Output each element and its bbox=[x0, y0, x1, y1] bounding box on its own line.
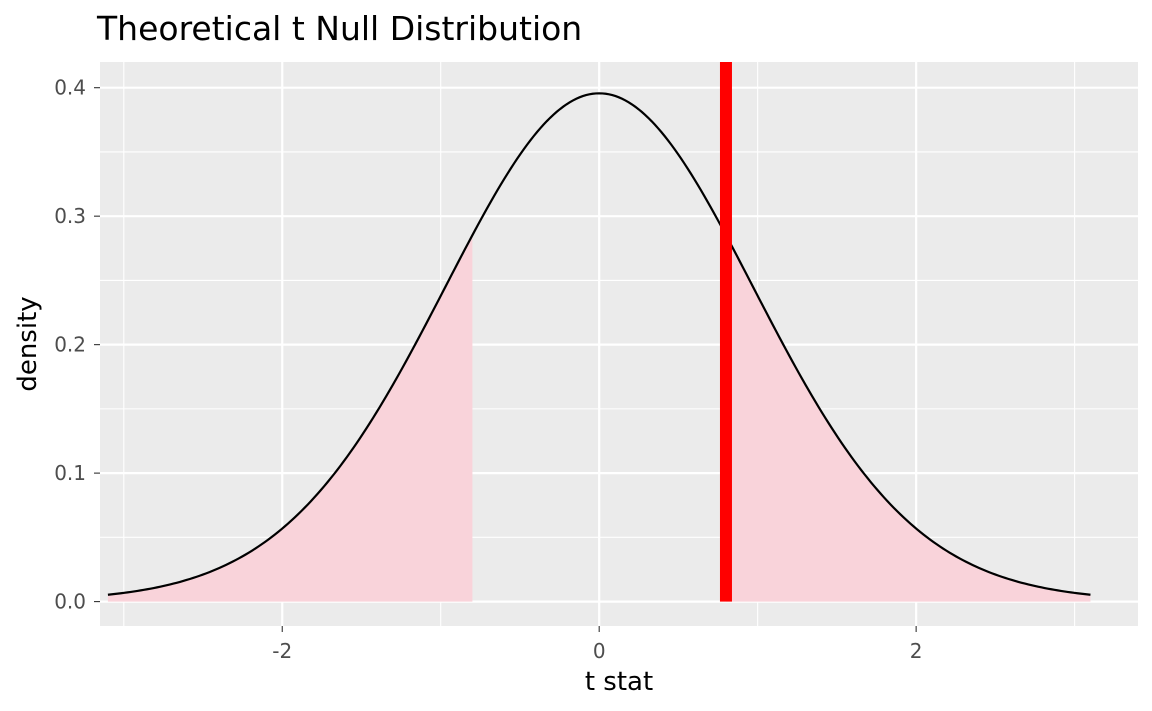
x-tick-label: 2 bbox=[910, 639, 923, 663]
y-tick-label: 0.4 bbox=[54, 76, 86, 100]
shaded-region bbox=[725, 235, 1091, 602]
y-tick-label: 0.2 bbox=[54, 333, 86, 357]
y-axis-title: density bbox=[13, 296, 43, 391]
y-axis-ticks: 0.0 0.1 0.2 0.3 0.4 bbox=[54, 76, 100, 614]
shaded-tail-regions bbox=[107, 235, 1091, 602]
x-tick-label: 0 bbox=[593, 639, 606, 663]
x-axis-title: t stat bbox=[585, 667, 653, 697]
y-tick-label: 0.1 bbox=[54, 461, 86, 485]
y-tick-label: 0.3 bbox=[54, 204, 86, 228]
density-curve bbox=[107, 92, 1091, 596]
shaded-region bbox=[107, 235, 473, 602]
observed-statistic-line bbox=[719, 62, 732, 602]
x-axis-ticks: -2 0 2 bbox=[272, 626, 923, 663]
x-tick-label: -2 bbox=[272, 639, 292, 663]
y-tick-label: 0.0 bbox=[54, 590, 86, 614]
chart-title: Theoretical t Null Distribution bbox=[96, 9, 582, 48]
